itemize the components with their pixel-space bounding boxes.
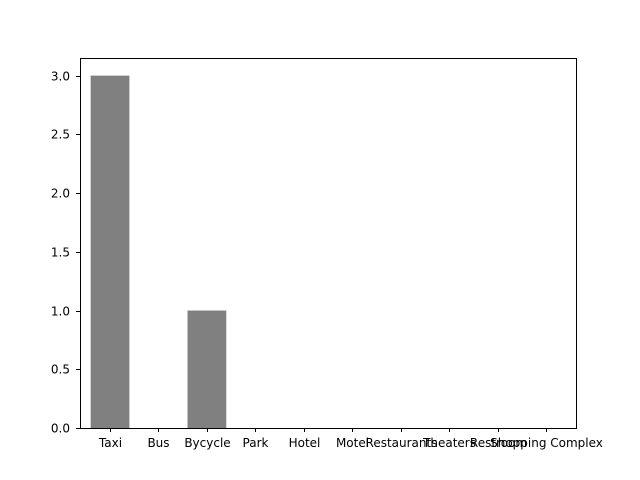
y-tick-label: 0.0: [51, 422, 70, 436]
y-tick-label: 1.0: [51, 305, 70, 319]
x-tick-label-motel: Motel: [336, 436, 369, 450]
x-axis: Taxi Bus Bycycle Park Hotel MotelRestaurantsT…: [98, 428, 603, 450]
bar-taxi: [90, 75, 130, 428]
y-tick-label: 1.5: [51, 246, 70, 260]
y-tick-label: 2.5: [51, 128, 70, 142]
y-axis: 0.0 0.5 1.0 1.5 2.0 2.5 3.0: [51, 70, 80, 436]
bar-bycycle: [187, 310, 227, 428]
y-tick-label: 2.0: [51, 187, 70, 201]
y-tick-label: 3.0: [51, 70, 70, 84]
x-tick-label-theaters: Theaters: [422, 436, 476, 450]
x-tick-label-taxi: Taxi: [98, 436, 122, 450]
bars-group: [90, 75, 227, 428]
x-tick-label-restaurants: Restaurants: [366, 436, 438, 450]
x-tick-label-hotel: Hotel: [289, 436, 321, 450]
x-tick-label-park: Park: [243, 436, 269, 450]
x-tick-label-bus: Bus: [147, 436, 169, 450]
y-tick-label: 0.5: [51, 363, 70, 377]
x-tick-label-shopping-complex: Shopping Complex: [490, 436, 603, 450]
x-tick-label-restroom: Restroom: [470, 436, 527, 450]
plot-frame: [80, 58, 577, 429]
x-tick-label-bycycle: Bycycle: [184, 436, 230, 450]
